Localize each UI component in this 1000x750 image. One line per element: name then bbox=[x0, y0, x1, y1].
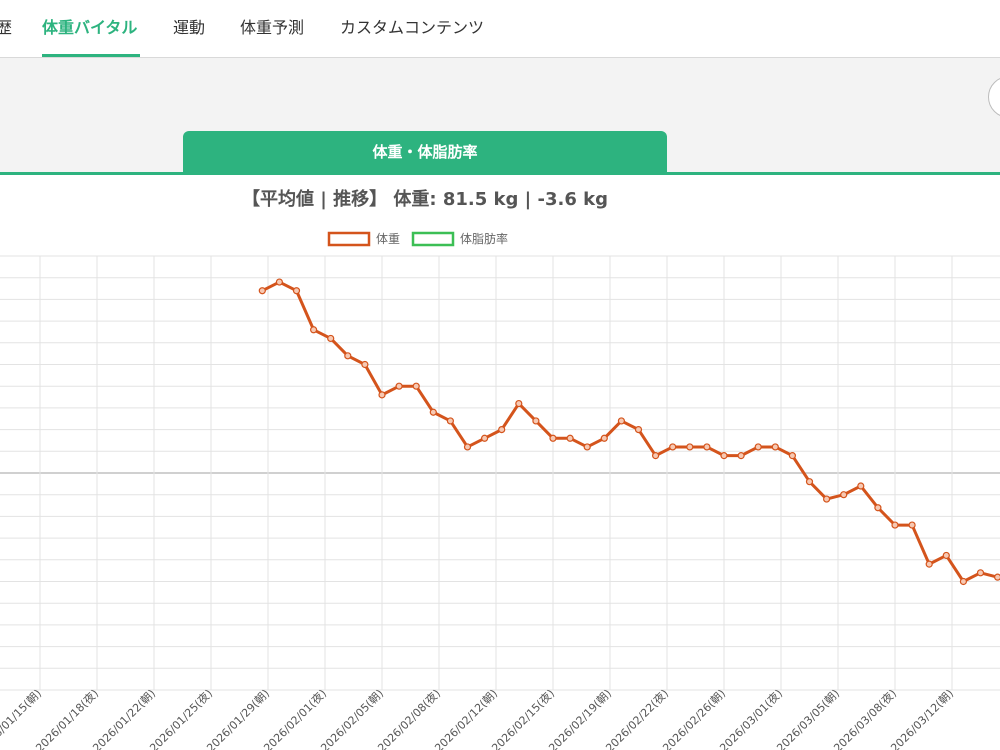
data-point-weight[interactable] bbox=[686, 443, 694, 451]
data-point-weight[interactable] bbox=[634, 426, 643, 434]
data-point-weight[interactable] bbox=[891, 521, 899, 529]
data-point-weight[interactable] bbox=[344, 352, 352, 360]
data-point-weight[interactable] bbox=[310, 326, 318, 334]
data-point-weight[interactable] bbox=[737, 452, 745, 460]
series-weight bbox=[258, 278, 1000, 586]
legend-label-body-fat: 体脂肪率 bbox=[460, 231, 508, 246]
data-point-weight[interactable] bbox=[720, 452, 728, 460]
data-point-weight[interactable] bbox=[532, 417, 540, 425]
data-point-weight[interactable] bbox=[463, 443, 472, 451]
data-point-weight[interactable] bbox=[925, 560, 933, 568]
top-nav: 歴 体重バイタル 運動 体重予測 カスタムコンテンツ bbox=[0, 0, 1000, 58]
data-point-weight[interactable] bbox=[874, 504, 882, 512]
x-axis-ticks: 2026/01/15(朝)2026/01/18(夜)2026/01/22(朝)2… bbox=[0, 686, 956, 750]
data-point-weight[interactable] bbox=[771, 443, 779, 451]
data-point-weight[interactable] bbox=[481, 434, 489, 442]
tab-weight-body-fat[interactable]: 体重・体脂肪率 bbox=[183, 131, 667, 173]
data-point-weight[interactable] bbox=[822, 495, 831, 503]
data-point-weight[interactable] bbox=[942, 551, 950, 560]
data-point-weight[interactable] bbox=[754, 443, 762, 451]
data-point-weight[interactable] bbox=[840, 491, 848, 499]
data-point-weight[interactable] bbox=[600, 434, 608, 442]
data-point-weight[interactable] bbox=[651, 452, 660, 460]
data-point-weight[interactable] bbox=[805, 478, 814, 486]
chart-grid bbox=[0, 255, 1000, 691]
legend-swatch-weight[interactable] bbox=[327, 231, 371, 247]
nav-item-weight-forecast[interactable]: 体重予測 bbox=[240, 18, 305, 37]
nav-item-history[interactable]: 歴 bbox=[0, 18, 13, 37]
data-point-weight[interactable] bbox=[275, 278, 283, 286]
data-point-weight[interactable] bbox=[788, 452, 797, 460]
legend: 体重 体脂肪率 bbox=[327, 231, 508, 247]
data-point-weight[interactable] bbox=[857, 482, 865, 490]
weight-chart: 体重 体脂肪率 2026/01/15(朝)2026/01/18(夜)2026/0… bbox=[0, 231, 1000, 750]
nav-item-custom-content[interactable]: カスタムコンテンツ bbox=[340, 18, 485, 37]
data-point-weight[interactable] bbox=[976, 569, 985, 577]
data-point-weight[interactable] bbox=[378, 391, 386, 399]
data-point-weight[interactable] bbox=[446, 417, 454, 425]
data-point-weight[interactable] bbox=[617, 417, 626, 425]
data-point-weight[interactable] bbox=[566, 434, 574, 442]
active-tab-indicator bbox=[42, 54, 140, 57]
data-point-weight[interactable] bbox=[515, 399, 523, 408]
data-point-weight[interactable] bbox=[412, 382, 420, 390]
series-line-weight bbox=[261, 280, 1000, 583]
data-point-weight[interactable] bbox=[292, 287, 301, 295]
nav-item-weight-vitals[interactable]: 体重バイタル bbox=[42, 18, 138, 37]
data-point-weight[interactable] bbox=[395, 382, 403, 390]
data-point-weight[interactable] bbox=[429, 408, 437, 416]
data-point-weight[interactable] bbox=[361, 360, 369, 369]
data-point-weight[interactable] bbox=[498, 426, 506, 434]
data-point-weight[interactable] bbox=[327, 334, 335, 343]
data-point-weight[interactable] bbox=[258, 287, 266, 295]
data-point-weight[interactable] bbox=[959, 577, 968, 586]
nav-item-exercise[interactable]: 運動 bbox=[173, 18, 206, 37]
tab-divider bbox=[0, 172, 1000, 175]
data-point-weight[interactable] bbox=[583, 443, 591, 451]
data-point-weight[interactable] bbox=[994, 573, 1000, 581]
chart-title: 【平均値 | 推移】 体重: 81.5 kg | -3.6 kg bbox=[242, 189, 608, 210]
data-point-weight[interactable] bbox=[669, 443, 677, 451]
data-point-weight[interactable] bbox=[549, 434, 557, 442]
legend-swatch-body-fat[interactable] bbox=[411, 231, 455, 247]
data-point-weight[interactable] bbox=[703, 443, 711, 451]
legend-label-weight: 体重 bbox=[376, 232, 400, 246]
data-point-weight[interactable] bbox=[908, 521, 916, 529]
